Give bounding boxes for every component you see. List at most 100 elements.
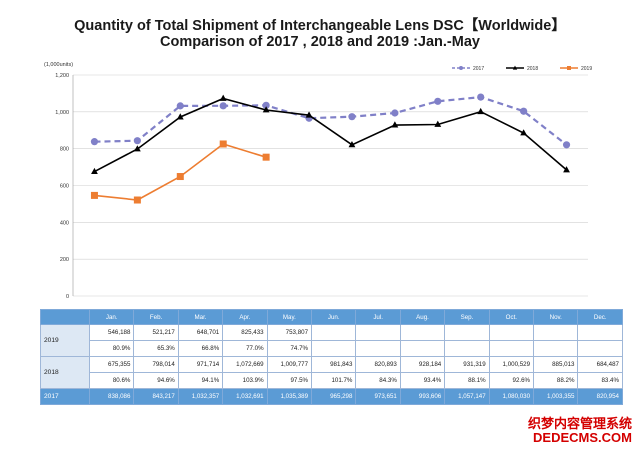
table-cell: 753,807 <box>266 324 313 341</box>
year-label <box>40 309 90 325</box>
y-tick-label: 400 <box>60 220 69 226</box>
point-2019 <box>262 153 270 161</box>
chart-title: Quantity of Total Shipment of Interchang… <box>74 18 566 34</box>
point-2019 <box>176 173 184 181</box>
point-2017 <box>391 109 399 117</box>
table-cell: Jul. <box>355 309 401 325</box>
point-2019 <box>133 196 141 204</box>
table-cell: Aug. <box>399 309 446 325</box>
series-line-2019 <box>94 143 267 201</box>
point-2017 <box>434 97 442 105</box>
table-cell: 521,217 <box>133 324 179 341</box>
legend-label-2019: 2019 <box>581 66 592 72</box>
table-header-row: Jan. Feb. Mar. Apr. May. Jun. Jul. Aug. Sep. Oct.… <box>40 309 623 325</box>
y-tick-label: 200 <box>60 257 69 263</box>
table-cell: 88.1% <box>444 372 490 389</box>
point-2017 <box>477 93 485 101</box>
point-2018 <box>305 111 313 118</box>
data-table: Jan. Feb. Mar. Apr. May. Jun. Jul. Aug. Sep. Oct.… <box>40 309 623 405</box>
table-cell: 798,014 <box>133 356 179 373</box>
table-cell <box>399 340 446 357</box>
point-2018 <box>434 120 442 127</box>
y-tick-label: 1,000 <box>55 110 69 116</box>
table-cell: 1,072,669 <box>222 356 268 373</box>
table-cell: Sep. <box>444 309 490 325</box>
table-cell: 993,606 <box>399 388 446 405</box>
point-2017 <box>262 101 270 109</box>
point-2018 <box>219 94 227 101</box>
chart-subtitle: Comparison of 2017 , 2018 and 2019 :Jan.… <box>160 34 480 50</box>
point-2019 <box>219 140 227 148</box>
table-cell: Mar. <box>177 309 224 325</box>
table-cell: Jan. <box>88 309 135 325</box>
table-cell: Nov. <box>533 309 579 325</box>
point-2017 <box>90 138 99 146</box>
table-cell: 1,057,147 <box>444 388 490 405</box>
point-2018 <box>520 129 528 136</box>
row-2019-values: 2019 546,188 521,217 648,701 825,433 753,807 <box>40 324 623 357</box>
y-tick-label: 600 <box>60 184 69 190</box>
table-cell: 84.3% <box>355 372 401 389</box>
table-cell: 1,009,777 <box>266 356 313 373</box>
table-cell <box>488 340 535 357</box>
point-2018 <box>133 145 141 152</box>
table-cell <box>577 324 623 341</box>
table-cell: 820,893 <box>355 356 401 373</box>
row-2018-values: 2018 675,355 798,014 971,714 1,072,669 1,009,… <box>40 356 623 389</box>
watermark-line2: DEDECMS.COM <box>533 430 632 445</box>
table-cell: 684,487 <box>577 356 623 373</box>
year-label: 2018 <box>40 356 90 389</box>
watermark-line1: 织梦内容管理系统 <box>527 416 632 431</box>
table-cell: 83.4% <box>577 372 623 389</box>
table-cell: Oct. <box>488 309 535 325</box>
table-cell: Apr. <box>222 309 268 325</box>
table-cell: 77.0% <box>222 340 268 357</box>
y-tick-label: 800 <box>60 147 69 153</box>
table-cell: 103.9% <box>222 372 268 389</box>
point-2017 <box>176 102 184 110</box>
table-cell: 843,217 <box>133 388 179 405</box>
y-tick-label: 1,200 <box>55 73 69 79</box>
point-2017 <box>219 102 227 110</box>
point-2018 <box>91 167 98 175</box>
point-2018 <box>391 121 399 128</box>
table-cell: 80.6% <box>88 372 135 389</box>
point-2018 <box>176 113 184 120</box>
point-2018 <box>477 107 485 115</box>
table-cell: 93.4% <box>399 372 446 389</box>
table-cell: 74.7% <box>266 340 313 357</box>
table-cell <box>533 324 579 341</box>
row-2017-values: 2017 838,086 843,217 1,032,357 1,032,691 1,03… <box>40 388 623 405</box>
table-cell <box>311 324 357 341</box>
table-cell <box>533 340 579 357</box>
row-2018-pct: 80.6% 94.6% 94.1% 103.9% 97.5% 101.7% 84.3% 93.… <box>41 372 623 389</box>
table-cell <box>577 340 623 357</box>
point-2019 <box>90 191 98 199</box>
watermark: 织梦内容管理系统 DEDECMS.COM <box>528 417 632 445</box>
table-cell: 648,701 <box>177 324 224 341</box>
table-cell: 1,003,355 <box>533 388 579 405</box>
year-label: 2017 <box>40 388 90 405</box>
point-2018 <box>563 166 570 173</box>
table-cell: 66.8% <box>177 340 224 357</box>
point-2018 <box>348 141 356 148</box>
table-cell: 97.5% <box>266 372 313 389</box>
year-label: 2019 <box>40 324 90 357</box>
legend-marker-2018 <box>512 65 518 70</box>
table-cell: 546,188 <box>88 324 135 341</box>
legend-marker-2017 <box>459 66 463 70</box>
table-cell: 94.1% <box>177 372 224 389</box>
point-2017 <box>520 107 528 115</box>
row-2019-pct: 80.9% 65.3% 66.8% 77.0% 74.7% <box>41 340 623 357</box>
point-2017 <box>348 113 356 121</box>
table-cell: 88.2% <box>533 372 579 389</box>
table-cell: 820,954 <box>577 388 623 405</box>
table-cell: 675,355 <box>88 356 135 373</box>
table-cell: 92.6% <box>488 372 535 389</box>
table-cell: 1,000,529 <box>488 356 535 373</box>
table-cell <box>488 324 535 341</box>
table-cell <box>399 324 446 341</box>
table-cell: May. <box>266 309 313 325</box>
table-cell: 80.9% <box>88 340 135 357</box>
table-cell <box>355 340 401 357</box>
